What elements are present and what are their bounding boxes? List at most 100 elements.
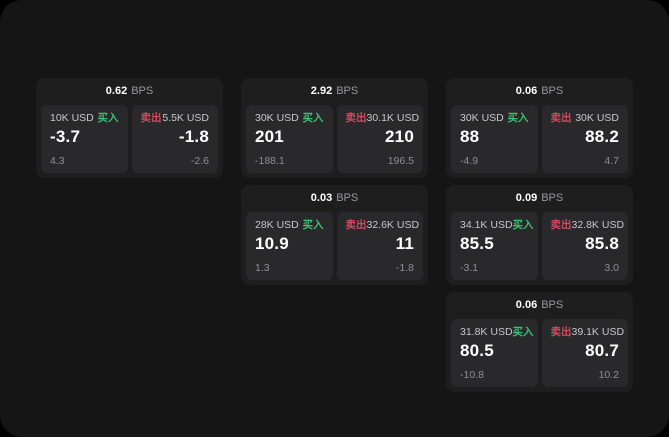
sell-side-label: 卖出 xyxy=(550,112,572,124)
sell-panel-top: 卖出 39.1K USD xyxy=(550,326,625,338)
sell-side-label: 卖出 xyxy=(550,326,572,338)
sell-sub-value: -2.6 xyxy=(190,154,209,167)
quote-card-body: 30K USD 买入 201 -188.1 卖出 30.1K USD 210 1… xyxy=(241,105,428,178)
sell-panel-top: 卖出 30K USD xyxy=(551,113,620,124)
quote-card: 0.09 BPS 34.1K USD 买入 85.5 -3.1 卖出 32.8K… xyxy=(446,185,633,285)
buy-sub-value: 4.3 xyxy=(50,154,65,167)
buy-price-value: 88 xyxy=(460,126,480,146)
buy-price-value: 201 xyxy=(255,126,284,146)
quote-card-body: 31.8K USD 买入 80.5 -10.8 卖出 39.1K USD 80.… xyxy=(446,319,633,392)
buy-sub-value: -4.9 xyxy=(460,154,479,167)
buy-sub-value: 1.3 xyxy=(255,261,270,274)
buy-price-value: -3.7 xyxy=(50,126,81,146)
sell-price-value: 11 xyxy=(395,233,414,253)
sell-size-label: 32.8K USD xyxy=(571,219,625,231)
sell-side-label: 卖出 xyxy=(550,219,572,231)
sell-side-label: 卖出 xyxy=(345,112,367,124)
buy-size-label: 10K USD xyxy=(50,112,94,124)
sell-panel[interactable]: 卖出 39.1K USD 80.7 10.2 xyxy=(541,319,628,387)
sell-panel-top: 卖出 5.5K USD xyxy=(141,113,210,124)
sell-panel[interactable]: 卖出 32.8K USD 85.8 3.0 xyxy=(541,212,628,280)
bps-value: 0.06 xyxy=(515,85,538,97)
buy-panel-top: 31.8K USD 买入 xyxy=(460,326,534,338)
sell-price-value: -1.8 xyxy=(178,126,209,146)
quote-card-body: 28K USD 买入 10.9 1.3 卖出 32.6K USD 11 -1.8 xyxy=(241,212,428,285)
sell-panel-top: 卖出 30.1K USD xyxy=(345,112,420,124)
sell-panel[interactable]: 卖出 32.6K USD 11 -1.8 xyxy=(336,212,423,280)
buy-size-label: 34.1K USD xyxy=(460,219,513,231)
bps-header: 2.92 BPS xyxy=(241,78,428,105)
sell-size-label: 5.5K USD xyxy=(162,112,209,124)
buy-side-label: 买入 xyxy=(507,112,529,124)
sell-panel[interactable]: 卖出 30K USD 88.2 4.7 xyxy=(541,105,628,173)
sell-sub-value: 4.7 xyxy=(604,154,619,167)
sell-sub-value: 3.0 xyxy=(604,261,619,274)
buy-side-label: 买入 xyxy=(97,112,119,124)
sell-price-value: 85.8 xyxy=(585,233,619,253)
buy-sub-value: -3.1 xyxy=(460,261,479,274)
quote-card-body: 10K USD 买入 -3.7 4.3 卖出 5.5K USD -1.8 -2.… xyxy=(36,105,223,178)
sell-panel[interactable]: 卖出 5.5K USD -1.8 -2.6 xyxy=(131,105,218,173)
buy-panel[interactable]: 10K USD 买入 -3.7 4.3 xyxy=(41,105,128,173)
buy-panel[interactable]: 30K USD 买入 88 -4.9 xyxy=(451,105,538,173)
buy-size-label: 30K USD xyxy=(460,112,504,124)
buy-panel-top: 10K USD 买入 xyxy=(50,113,119,124)
buy-panel-top: 34.1K USD 买入 xyxy=(460,219,534,231)
buy-panel[interactable]: 28K USD 买入 10.9 1.3 xyxy=(246,212,333,280)
sell-price-value: 80.7 xyxy=(585,340,619,360)
quote-card-body: 34.1K USD 买入 85.5 -3.1 卖出 32.8K USD 85.8… xyxy=(446,212,633,285)
quote-card: 0.06 BPS 31.8K USD 买入 80.5 -10.8 卖出 39.1… xyxy=(446,292,633,392)
quote-card: 0.06 BPS 30K USD 买入 88 -4.9 卖出 30K USD xyxy=(446,78,633,178)
sell-size-label: 39.1K USD xyxy=(571,326,625,338)
sell-sub-value: -1.8 xyxy=(395,261,414,274)
buy-panel[interactable]: 30K USD 买入 201 -188.1 xyxy=(246,105,333,173)
buy-size-label: 28K USD xyxy=(255,219,299,231)
buy-side-label: 买入 xyxy=(302,219,324,231)
sell-panel-top: 卖出 32.8K USD xyxy=(550,219,625,231)
bps-unit-label: BPS xyxy=(336,85,359,97)
bps-header: 0.06 BPS xyxy=(446,78,633,105)
sell-panel-top: 卖出 32.6K USD xyxy=(345,219,420,231)
bps-value: 0.09 xyxy=(515,192,538,204)
bps-unit-label: BPS xyxy=(541,85,564,97)
sell-price-value: 210 xyxy=(385,126,414,146)
sell-side-label: 卖出 xyxy=(345,219,367,231)
buy-price-value: 85.5 xyxy=(460,233,494,253)
sell-sub-value: 196.5 xyxy=(387,154,414,167)
quote-card: 2.92 BPS 30K USD 买入 201 -188.1 卖出 30.1K … xyxy=(241,78,428,178)
buy-price-value: 10.9 xyxy=(255,233,289,253)
quote-card: 0.03 BPS 28K USD 买入 10.9 1.3 卖出 32.6K US… xyxy=(241,185,428,285)
bps-header: 0.03 BPS xyxy=(241,185,428,212)
bps-header: 0.62 BPS xyxy=(36,78,223,105)
quote-card: 0.62 BPS 10K USD 买入 -3.7 4.3 卖出 5.5K USD xyxy=(36,78,223,178)
quote-card-grid: 0.62 BPS 10K USD 买入 -3.7 4.3 卖出 5.5K USD xyxy=(36,78,633,392)
buy-size-label: 31.8K USD xyxy=(460,326,513,338)
buy-panel-top: 28K USD 买入 xyxy=(255,220,324,231)
bps-value: 0.03 xyxy=(310,192,333,204)
sell-size-label: 32.6K USD xyxy=(366,219,420,231)
bps-value: 0.62 xyxy=(105,85,128,97)
buy-panel[interactable]: 31.8K USD 买入 80.5 -10.8 xyxy=(451,319,538,387)
quote-card-body: 30K USD 买入 88 -4.9 卖出 30K USD 88.2 4.7 xyxy=(446,105,633,178)
buy-price-value: 80.5 xyxy=(460,340,494,360)
sell-size-label: 30.1K USD xyxy=(366,112,420,124)
bps-header: 0.09 BPS xyxy=(446,185,633,212)
buy-side-label: 买入 xyxy=(512,326,534,338)
sell-panel[interactable]: 卖出 30.1K USD 210 196.5 xyxy=(336,105,423,173)
buy-panel-top: 30K USD 买入 xyxy=(255,113,324,124)
sell-sub-value: 10.2 xyxy=(598,368,619,381)
sell-side-label: 卖出 xyxy=(140,112,162,124)
bps-unit-label: BPS xyxy=(336,192,359,204)
buy-panel-top: 30K USD 买入 xyxy=(460,113,529,124)
sell-size-label: 30K USD xyxy=(575,112,619,124)
buy-panel[interactable]: 34.1K USD 买入 85.5 -3.1 xyxy=(451,212,538,280)
bps-value: 0.06 xyxy=(515,299,538,311)
bps-unit-label: BPS xyxy=(541,299,564,311)
buy-sub-value: -188.1 xyxy=(255,154,285,167)
bps-value: 2.92 xyxy=(310,85,333,97)
buy-side-label: 买入 xyxy=(302,112,324,124)
buy-size-label: 30K USD xyxy=(255,112,299,124)
sell-price-value: 88.2 xyxy=(585,126,619,146)
bps-unit-label: BPS xyxy=(541,192,564,204)
